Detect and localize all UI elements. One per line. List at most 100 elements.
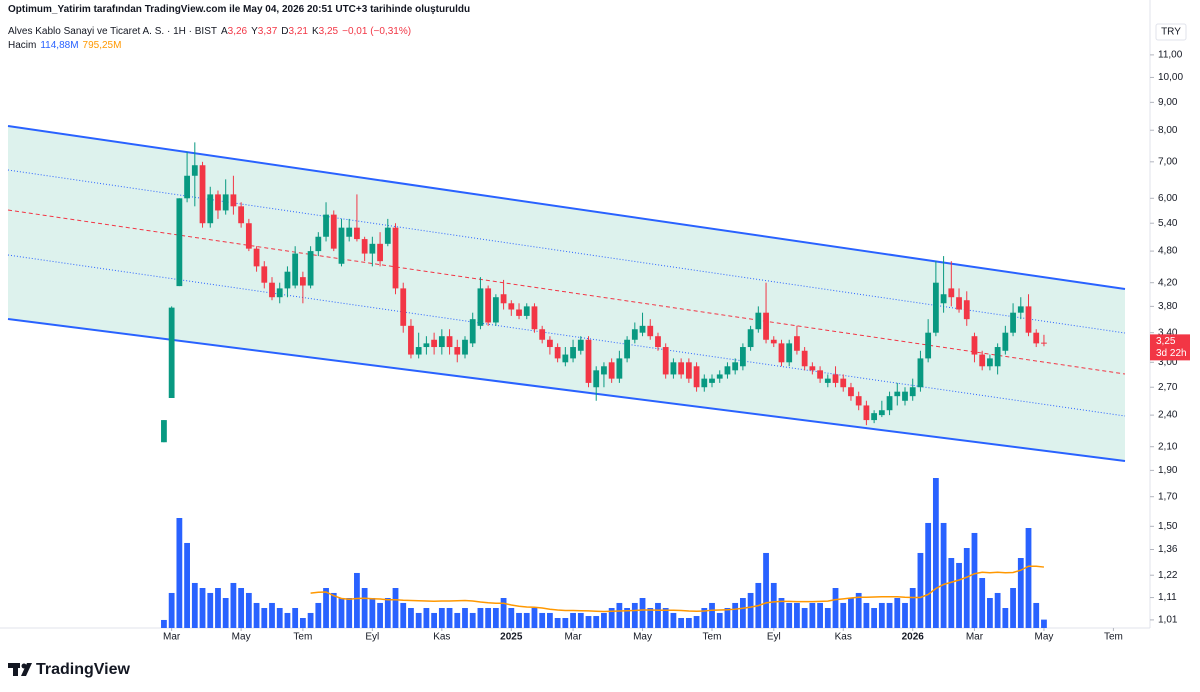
candle-body xyxy=(284,271,291,289)
candle-body xyxy=(377,243,383,262)
candle-body xyxy=(161,420,167,443)
volume-bar xyxy=(786,602,793,628)
volume-bar xyxy=(832,588,839,628)
candle-body xyxy=(593,370,600,388)
candle-body xyxy=(523,306,530,316)
candle-body xyxy=(817,370,823,379)
value: 114,88M xyxy=(40,40,79,51)
volume-bar xyxy=(408,608,414,628)
change: −0,01 (−0,31%) xyxy=(342,26,412,37)
volume-bar xyxy=(616,602,623,628)
x-tick-label: Kas xyxy=(835,632,852,643)
candle-body xyxy=(794,336,800,351)
candle-body xyxy=(1041,342,1047,344)
volume-bar xyxy=(369,598,376,628)
candle-body xyxy=(547,339,553,348)
candle-body xyxy=(245,223,252,249)
volume-bar xyxy=(778,598,785,628)
volume-bar xyxy=(1025,528,1032,628)
y-tick-label: 2,40 xyxy=(1158,410,1178,421)
candle-body xyxy=(631,329,638,340)
volume-bar xyxy=(199,588,206,628)
y-tick-label: 4,80 xyxy=(1158,246,1178,257)
candle-body xyxy=(739,347,746,367)
volume-bar xyxy=(655,602,661,628)
volume-bar xyxy=(948,558,955,628)
key: Y xyxy=(251,26,258,37)
volume-bar xyxy=(438,608,445,628)
candle-body xyxy=(855,396,862,406)
candle-body xyxy=(585,339,592,383)
candle-body xyxy=(438,336,445,348)
volume-bar xyxy=(531,608,538,628)
volume-bar xyxy=(747,592,754,628)
volume-bar xyxy=(354,572,360,628)
volume-bar xyxy=(215,588,221,628)
volume-bar xyxy=(292,608,299,628)
volume-bar xyxy=(940,522,947,628)
header: Optimum_Yatirim tarafından TradingView.c… xyxy=(8,4,470,15)
volume-bar xyxy=(323,588,329,628)
key: K xyxy=(311,26,319,37)
volume-bar xyxy=(562,618,569,628)
candle-body xyxy=(848,387,854,397)
x-tick-label: Tem xyxy=(703,632,722,643)
candle-body xyxy=(601,366,607,375)
volume-bar xyxy=(508,608,515,628)
volume-bar xyxy=(647,608,654,628)
volume-bar xyxy=(245,592,252,628)
volume-bar xyxy=(284,612,291,628)
volume-bar xyxy=(817,602,823,628)
candle-body xyxy=(485,288,492,323)
brand-name: TradingView xyxy=(36,661,131,678)
volume-bar xyxy=(315,602,322,628)
volume-bar xyxy=(801,608,808,628)
candle-body xyxy=(276,288,283,298)
volume-bar xyxy=(485,608,492,628)
x-tick-label: Tem xyxy=(293,632,312,643)
volume-bar xyxy=(902,602,908,628)
volume-bar xyxy=(809,602,816,628)
candle-body xyxy=(215,194,221,211)
volume-bar xyxy=(693,616,700,628)
symbol: Alves Kablo Sanayi ve Ticaret A. S. · 1H… xyxy=(8,26,217,37)
volume-bar xyxy=(415,612,422,628)
candle-body xyxy=(338,227,345,264)
volume-bar xyxy=(577,612,584,628)
candle-body xyxy=(346,227,353,237)
volume-bar xyxy=(462,608,468,628)
volume-bar xyxy=(932,478,939,628)
volume-bar xyxy=(554,618,561,628)
volume-bar xyxy=(624,608,630,628)
candle-body xyxy=(994,347,1001,367)
volume-bar xyxy=(253,602,260,628)
y-tick-label: 9,00 xyxy=(1158,97,1178,108)
candle-body xyxy=(431,339,438,348)
volume-bar xyxy=(207,592,214,628)
y-tick-label: 1,22 xyxy=(1158,570,1178,581)
volume-legend: Hacim 114,88M 795,25M xyxy=(8,40,121,51)
volume-bar xyxy=(794,602,800,628)
candle-body xyxy=(948,288,955,298)
volume-bar xyxy=(570,612,576,628)
candle-body xyxy=(554,347,561,359)
x-tick-label: Tem xyxy=(1104,632,1123,643)
candle-body xyxy=(863,405,870,421)
candle-body xyxy=(732,362,739,371)
volume-bar xyxy=(840,602,847,628)
candle-body xyxy=(925,332,932,359)
candle-body xyxy=(616,358,623,379)
candle-body xyxy=(801,350,808,367)
y-tick-label: 4,20 xyxy=(1158,277,1178,288)
candle-body xyxy=(454,347,461,355)
volume-bar xyxy=(963,548,970,628)
volume-bar xyxy=(971,532,978,628)
key: Hacim xyxy=(8,40,37,51)
volume-bar xyxy=(701,608,708,628)
volume-bar xyxy=(299,618,306,628)
volume-bar xyxy=(539,612,546,628)
candle-body xyxy=(724,366,731,375)
volume-bar xyxy=(346,598,353,628)
volume-bar xyxy=(238,588,245,628)
volume-bar xyxy=(222,598,229,628)
